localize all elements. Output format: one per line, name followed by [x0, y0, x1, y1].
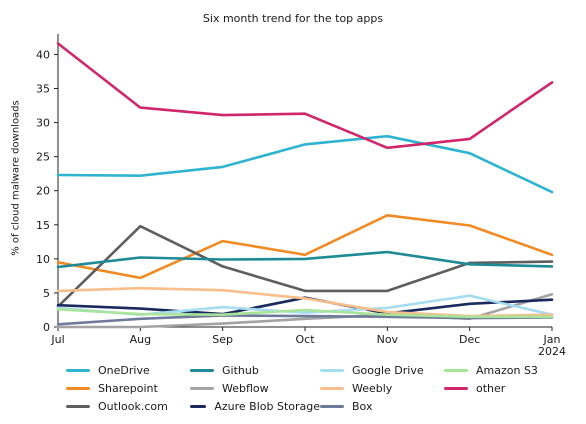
- legend-item: OneDrive: [66, 362, 190, 378]
- y-tick-label: 10: [36, 253, 50, 266]
- legend-swatch: [190, 368, 214, 372]
- legend-label: Azure Blob Storage: [214, 399, 320, 413]
- legend-swatch: [444, 368, 468, 372]
- legend-item: Github: [190, 362, 320, 378]
- x-tick-label: Jul: [50, 333, 64, 346]
- legend-swatch: [320, 404, 344, 408]
- legend-swatch: [66, 386, 90, 390]
- series-line-sharepoint: [56, 214, 554, 280]
- legend-label: Weebly: [352, 381, 393, 395]
- y-tick-label: 15: [36, 219, 50, 232]
- legend-label: Github: [222, 363, 259, 377]
- y-tick-label: 25: [36, 151, 50, 164]
- x-tick-label: Nov: [377, 333, 399, 346]
- legend-item: Amazon S3: [444, 362, 554, 378]
- series-line-amazon-s3: [56, 307, 554, 319]
- legend-item: Outlook.com: [66, 398, 190, 414]
- legend-swatch: [66, 368, 90, 372]
- y-tick-label: 35: [36, 83, 50, 96]
- legend-label: Outlook.com: [98, 399, 168, 413]
- legend-label: Webflow: [222, 381, 269, 395]
- legend-swatch: [320, 386, 344, 390]
- legend-item: Box: [320, 398, 444, 414]
- legend-label: Google Drive: [352, 363, 424, 377]
- legend-swatch: [320, 368, 344, 372]
- legend-swatch: [190, 386, 214, 390]
- x-tick-label: Sep: [212, 333, 233, 346]
- y-tick-label: 5: [43, 287, 50, 300]
- x-tick-label: Jan: [543, 333, 561, 346]
- legend-item: Webflow: [190, 380, 320, 396]
- x-tick-label: Aug: [130, 333, 151, 346]
- chart-title: Six month trend for the top apps: [202, 12, 384, 25]
- y-tick-label: 20: [36, 185, 50, 198]
- y-tick-label: 30: [36, 117, 50, 130]
- legend-label: Box: [352, 399, 373, 413]
- legend-item: other: [444, 380, 554, 396]
- legend-item: Weebly: [320, 380, 444, 396]
- series-line-outlook-com: [56, 224, 554, 308]
- y-tick-label: 0: [43, 321, 50, 334]
- series-line-other: [56, 42, 554, 150]
- chart-legend: OneDrive Github Google Drive Amazon S3 Share…: [66, 362, 566, 414]
- legend-swatch: [444, 386, 468, 390]
- legend-item: Google Drive: [320, 362, 444, 378]
- series-line-onedrive: [56, 134, 554, 194]
- legend-swatch: [190, 404, 207, 408]
- x-tick-label: Oct: [295, 333, 315, 346]
- legend-label: Amazon S3: [476, 363, 538, 377]
- series-line-github: [56, 250, 554, 269]
- legend-label: other: [476, 381, 506, 395]
- legend-label: OneDrive: [98, 363, 150, 377]
- legend-label: Sharepoint: [98, 381, 158, 395]
- x-tick-label: Dec: [459, 333, 480, 346]
- x-tick-label: 2024: [538, 345, 566, 358]
- legend-item: Sharepoint: [66, 380, 190, 396]
- legend-swatch: [66, 404, 90, 408]
- series-line-box: [56, 314, 554, 326]
- y-tick-label: 40: [36, 48, 50, 61]
- legend-item: Azure Blob Storage: [190, 398, 320, 414]
